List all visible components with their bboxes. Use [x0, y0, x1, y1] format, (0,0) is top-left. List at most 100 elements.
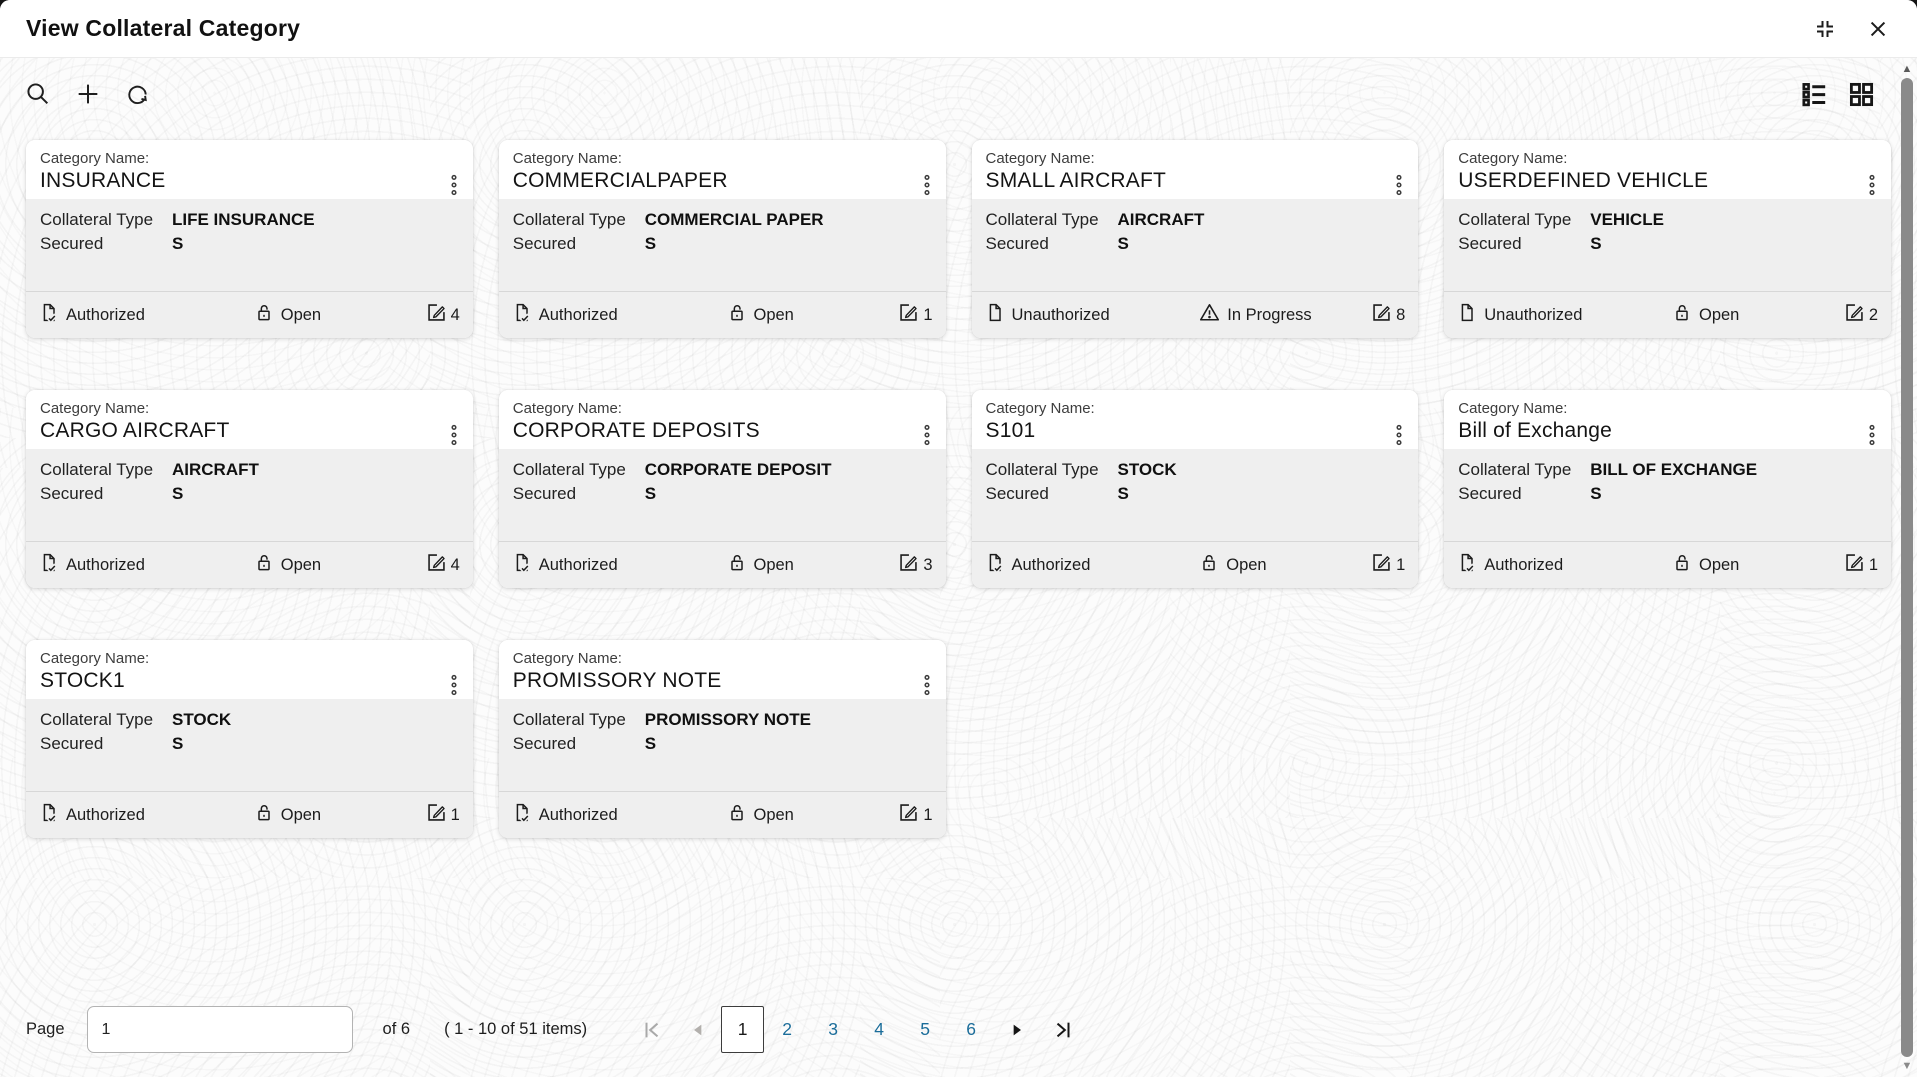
category-name-label: Category Name:	[512, 150, 622, 167]
secured-value: S	[644, 234, 657, 254]
card-detail-labels: Collateral Type Secured	[1458, 458, 1590, 532]
content-area: Category Name: INSURANCE Collateral Type…	[0, 58, 1917, 1077]
record-status: Open	[727, 552, 899, 578]
page-number-link[interactable]: 6	[948, 1007, 994, 1053]
record-status-text: In Progress	[1227, 305, 1312, 324]
secured-value: S	[172, 734, 184, 754]
view-toggle	[1799, 79, 1877, 110]
grid-view-icon[interactable]	[1846, 79, 1877, 110]
secured-label: Secured	[40, 734, 104, 754]
record-status-text: Open	[753, 805, 794, 824]
secured-value: S	[1117, 234, 1129, 254]
lock-open-icon	[1672, 302, 1692, 328]
page-number-link[interactable]: 2	[764, 1007, 810, 1053]
authorization-status-text: Authorized	[66, 305, 145, 324]
lock-open-icon	[1199, 552, 1219, 578]
add-icon[interactable]	[72, 78, 104, 110]
category-name-value: USERDEFINED VEHICLE	[1458, 169, 1709, 192]
secured-value: S	[172, 484, 184, 504]
card-header: Category Name: PROMISSORY NOTE	[498, 640, 946, 699]
collateral-type-label: Collateral Type	[40, 210, 154, 229]
card-detail-labels: Collateral Type Secured	[513, 208, 645, 282]
collateral-type-value: STOCK	[1117, 460, 1177, 479]
card-details: Collateral Type Secured AIRCRAFT S	[26, 449, 473, 541]
authorization-status: Authorized	[985, 552, 1200, 578]
page-count-label: of 6	[382, 1020, 411, 1038]
kebab-menu-icon[interactable]	[445, 170, 463, 203]
card-detail-values: AIRCRAFT S	[1118, 208, 1405, 282]
secured-label: Secured	[40, 484, 104, 504]
card-details: Collateral Type Secured VEHICLE S	[1444, 199, 1891, 291]
card-detail-values: BILL OF EXCHANGE S	[1590, 458, 1877, 532]
next-page-icon[interactable]	[994, 1007, 1040, 1053]
record-status: Open	[254, 802, 426, 828]
authorization-status-text: Authorized	[66, 805, 145, 824]
document-check-icon	[1457, 552, 1477, 578]
scroll-down-icon[interactable]: ▼	[1901, 1060, 1913, 1072]
card-detail-values: AIRCRAFT S	[172, 458, 459, 532]
record-status: Open	[1672, 302, 1844, 328]
first-page-icon[interactable]	[629, 1007, 675, 1053]
secured-label: Secured	[1458, 484, 1522, 504]
card-header: Category Name: COMMERCIALPAPER	[498, 140, 946, 199]
card-detail-labels: Collateral Type Secured	[986, 458, 1118, 532]
modification-count: 4	[426, 302, 460, 328]
edit-icon	[1371, 302, 1392, 328]
collateral-type-value: AIRCRAFT	[1117, 210, 1205, 229]
page-input[interactable]	[86, 1006, 353, 1053]
page-number-link[interactable]: 5	[902, 1007, 948, 1053]
page-title: View Collateral Category	[26, 15, 301, 41]
authorization-status-text: Unauthorized	[1011, 305, 1110, 324]
authorization-status: Authorized	[39, 552, 254, 578]
edit-icon	[898, 302, 919, 328]
modification-count-text: 4	[450, 555, 460, 574]
previous-page-icon[interactable]	[675, 1007, 721, 1053]
collapse-icon[interactable]	[1811, 15, 1839, 43]
card-detail-values: COMMERCIAL PAPER S	[645, 208, 932, 282]
secured-label: Secured	[512, 234, 577, 254]
kebab-menu-icon[interactable]	[445, 670, 463, 703]
vertical-scrollbar: ▲ ▼	[1900, 62, 1914, 1073]
document-check-icon	[985, 552, 1005, 578]
last-page-icon[interactable]	[1040, 1007, 1086, 1053]
record-status-text: Open	[1226, 555, 1267, 574]
record-status: Open	[254, 552, 426, 578]
card-footer: Authorized	[498, 541, 946, 588]
kebab-menu-icon[interactable]	[445, 420, 463, 453]
collateral-type-value: STOCK	[172, 710, 232, 729]
card-detail-values: VEHICLE S	[1590, 208, 1877, 282]
category-name-label: Category Name:	[40, 150, 150, 167]
modification-count-text: 1	[923, 305, 933, 324]
collateral-category-card: Category Name: COMMERCIALPAPER Collatera…	[498, 140, 946, 338]
page-number-link[interactable]: 1	[721, 1006, 765, 1053]
collateral-category-card: Category Name: STOCK1 Collateral Type Se…	[26, 640, 473, 838]
kebab-menu-icon[interactable]	[918, 170, 936, 203]
items-range-label: ( 1 - 10 of 51 items)	[444, 1020, 588, 1038]
authorization-status-text: Authorized	[1484, 555, 1564, 574]
scrollbar-thumb[interactable]	[1901, 78, 1913, 1057]
search-icon[interactable]	[22, 78, 54, 110]
collateral-type-value: AIRCRAFT	[172, 460, 259, 479]
kebab-menu-icon[interactable]	[918, 420, 936, 453]
kebab-menu-icon[interactable]	[1390, 170, 1408, 203]
card-detail-labels: Collateral Type Secured	[40, 208, 172, 282]
card-header: Category Name: SMALL AIRCRAFT	[971, 140, 1419, 199]
kebab-menu-icon[interactable]	[918, 670, 936, 703]
card-details: Collateral Type Secured LIFE INSURANCE S	[26, 199, 473, 291]
scroll-up-icon[interactable]: ▲	[1901, 63, 1913, 75]
close-icon[interactable]	[1865, 16, 1891, 42]
kebab-menu-icon[interactable]	[1863, 420, 1881, 453]
refresh-icon[interactable]	[122, 79, 153, 110]
collateral-type-label: Collateral Type	[40, 460, 154, 479]
titlebar: View Collateral Category	[0, 0, 1917, 58]
list-view-icon[interactable]	[1799, 79, 1830, 110]
page-number-link[interactable]: 3	[810, 1007, 856, 1053]
kebab-menu-icon[interactable]	[1390, 420, 1408, 453]
lock-open-icon	[727, 302, 747, 328]
document-check-icon	[39, 552, 59, 578]
kebab-menu-icon[interactable]	[1863, 170, 1881, 203]
page-number-link[interactable]: 4	[856, 1007, 902, 1053]
collateral-type-label: Collateral Type	[512, 210, 626, 229]
card-footer: Authorized	[498, 791, 946, 838]
edit-icon	[1844, 302, 1865, 328]
